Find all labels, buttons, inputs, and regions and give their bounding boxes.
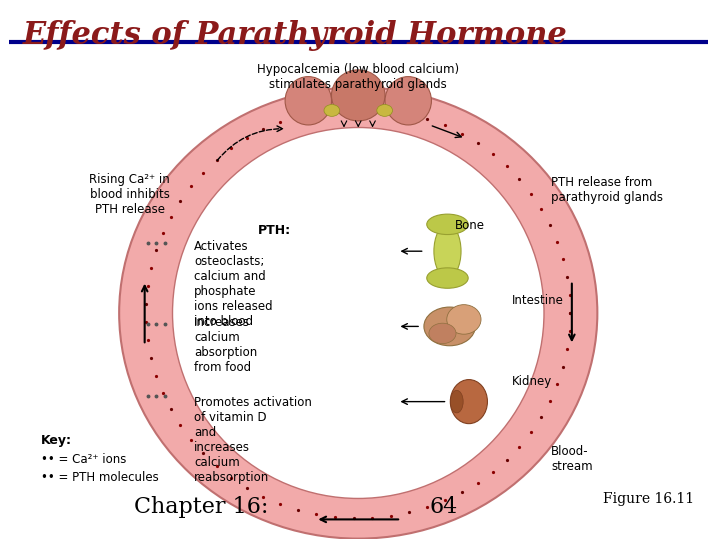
Text: Figure 16.11: Figure 16.11 [603, 492, 693, 507]
Ellipse shape [450, 390, 463, 413]
Text: Effects of Parathyroid Hormone: Effects of Parathyroid Hormone [23, 20, 567, 51]
Text: Promotes activation
of vitamin D
and
increases
calcium
reabsorption: Promotes activation of vitamin D and inc… [194, 396, 312, 484]
Text: Kidney: Kidney [512, 375, 552, 388]
Ellipse shape [285, 77, 331, 125]
Text: •• = Ca²⁺ ions: •• = Ca²⁺ ions [40, 453, 126, 465]
Text: Activates
osteoclasts;
calcium and
phosphate
ions released
into blood: Activates osteoclasts; calcium and phosp… [194, 240, 273, 328]
Text: PTH release from
parathyroid glands: PTH release from parathyroid glands [551, 176, 663, 204]
Ellipse shape [434, 224, 461, 278]
Ellipse shape [377, 105, 392, 116]
Text: PTH:: PTH: [258, 224, 292, 238]
Text: •• = PTH molecules: •• = PTH molecules [40, 471, 158, 484]
Ellipse shape [427, 214, 468, 234]
Ellipse shape [331, 70, 385, 121]
Text: Hypocalcemia (low blood calcium)
stimulates parathyroid glands: Hypocalcemia (low blood calcium) stimula… [257, 63, 459, 91]
Ellipse shape [446, 305, 481, 334]
Ellipse shape [427, 268, 468, 288]
Text: Chapter 16:: Chapter 16: [134, 496, 269, 518]
Ellipse shape [429, 323, 456, 343]
Text: Bone: Bone [454, 219, 485, 232]
Ellipse shape [385, 77, 431, 125]
Ellipse shape [424, 307, 475, 346]
Ellipse shape [450, 380, 487, 424]
Ellipse shape [119, 87, 598, 538]
Text: Increases
calcium
absorption
from food: Increases calcium absorption from food [194, 316, 257, 374]
Ellipse shape [324, 105, 340, 116]
Text: Rising Ca²⁺ in
blood inhibits
PTH release: Rising Ca²⁺ in blood inhibits PTH releas… [89, 173, 170, 217]
Text: 64: 64 [430, 496, 458, 518]
Ellipse shape [173, 127, 544, 498]
Text: Blood-
stream: Blood- stream [551, 444, 593, 472]
Text: Key:: Key: [40, 434, 72, 447]
Text: Intestine: Intestine [512, 294, 564, 307]
